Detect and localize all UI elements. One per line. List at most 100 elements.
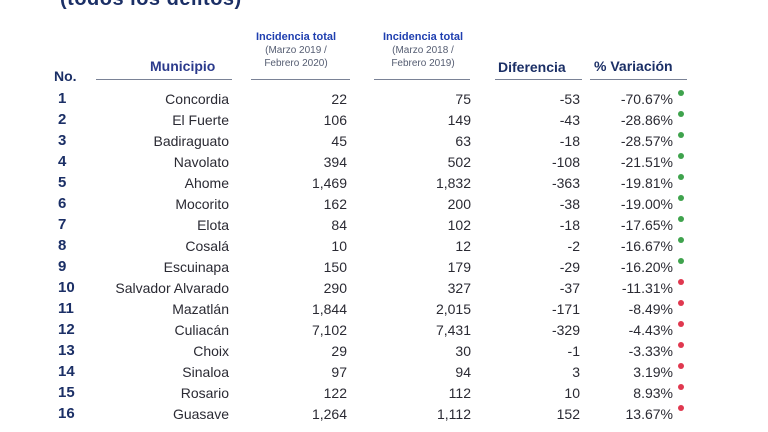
incidencia-actual: 162 xyxy=(323,196,347,212)
incidencia-anterior: 63 xyxy=(455,133,471,149)
diferencia-value: -37 xyxy=(559,280,580,296)
table-row: 7 Elota 84 102 -18 -17.65% xyxy=(0,216,768,237)
header-incidencia-2019-2020: Incidencia total (Marzo 2019 / Febrero 2… xyxy=(250,31,342,70)
variacion-value: -8.49% xyxy=(628,301,673,317)
incidencia-actual: 22 xyxy=(331,91,347,107)
header-divider xyxy=(590,79,687,80)
diferencia-value: -171 xyxy=(551,301,580,317)
variacion-value: -28.57% xyxy=(620,133,673,149)
table-row: 15 Rosario 122 112 10 8.93% xyxy=(0,384,768,405)
page-title: (todos los delitos) xyxy=(60,0,242,11)
variacion-value: -3.33% xyxy=(628,343,673,359)
row-number: 15 xyxy=(58,384,75,401)
table-row: 5 Ahome 1,469 1,832 -363 -19.81% xyxy=(0,174,768,195)
incidencia-anterior: 7,431 xyxy=(435,322,471,338)
diferencia-value: -53 xyxy=(559,91,580,107)
diferencia-value: -1 xyxy=(567,343,580,359)
header-divider xyxy=(251,79,350,80)
incidencia-actual: 84 xyxy=(331,217,347,233)
row-number: 3 xyxy=(58,132,67,149)
variacion-value: 8.93% xyxy=(633,385,673,401)
incidencia-anterior: 12 xyxy=(455,238,471,254)
row-number: 8 xyxy=(58,237,67,254)
header-divider xyxy=(96,79,232,80)
municipio-name: Badiraguato xyxy=(153,133,229,149)
status-dot-icon xyxy=(678,132,684,138)
diferencia-value: -108 xyxy=(551,154,580,170)
variacion-value: 3.19% xyxy=(633,364,673,380)
row-number: 11 xyxy=(58,300,74,317)
municipio-name: Ahome xyxy=(184,175,229,191)
incidencia-anterior: 112 xyxy=(448,385,471,401)
incidencia-actual: 1,844 xyxy=(311,301,347,317)
row-number: 9 xyxy=(58,258,67,275)
row-number: 2 xyxy=(58,111,67,128)
municipio-name: Salvador Alvarado xyxy=(115,280,229,296)
row-number: 14 xyxy=(58,363,75,380)
diferencia-value: -18 xyxy=(559,133,580,149)
incidencia-actual: 150 xyxy=(323,259,347,275)
incidencia-actual: 29 xyxy=(331,343,347,359)
incidencia-actual: 106 xyxy=(323,112,347,128)
status-dot-icon xyxy=(678,363,684,369)
diferencia-value: 152 xyxy=(556,406,580,422)
variacion-value: -70.67% xyxy=(620,91,673,107)
row-number: 5 xyxy=(58,174,67,191)
diferencia-value: -29 xyxy=(559,259,580,275)
diferencia-value: -18 xyxy=(559,217,580,233)
status-dot-icon xyxy=(678,342,684,348)
table-row: 11 Mazatlán 1,844 2,015 -171 -8.49% xyxy=(0,300,768,321)
table-row: 14 Sinaloa 97 94 3 3.19% xyxy=(0,363,768,384)
header-title: Incidencia total xyxy=(255,31,337,43)
table-row: 3 Badiraguato 45 63 -18 -28.57% xyxy=(0,132,768,153)
incidencia-anterior: 200 xyxy=(447,196,471,212)
table-row: 10 Salvador Alvarado 290 327 -37 -11.31% xyxy=(0,279,768,300)
status-dot-icon xyxy=(678,174,684,180)
table-row: 16 Guasave 1,264 1,112 152 13.67% xyxy=(0,405,768,426)
incidencia-anterior: 179 xyxy=(447,259,471,275)
incidencia-anterior: 75 xyxy=(455,91,471,107)
incidencia-actual: 122 xyxy=(323,385,347,401)
row-number: 6 xyxy=(58,195,67,212)
status-dot-icon xyxy=(678,258,684,264)
municipio-name: Mazatlán xyxy=(172,301,229,317)
variacion-value: -11.31% xyxy=(621,280,673,296)
incidencia-actual: 7,102 xyxy=(311,322,347,338)
diferencia-value: -43 xyxy=(559,112,580,128)
header-variacion: % Variación xyxy=(594,58,673,74)
variacion-value: -19.81% xyxy=(620,175,673,191)
incidencia-actual: 1,264 xyxy=(311,406,347,422)
status-dot-icon xyxy=(678,237,684,243)
diferencia-value: 10 xyxy=(564,385,580,401)
variacion-value: 13.67% xyxy=(625,406,673,422)
header-divider xyxy=(495,79,582,80)
variacion-value: -16.67% xyxy=(620,238,673,254)
row-number: 16 xyxy=(58,405,75,422)
municipio-name: Sinaloa xyxy=(182,364,229,380)
header-subtitle: Febrero 2019) xyxy=(391,58,455,69)
status-dot-icon xyxy=(678,195,684,201)
status-dot-icon xyxy=(678,300,684,306)
incidencia-anterior: 2,015 xyxy=(435,301,471,317)
municipio-name: Cosalá xyxy=(185,238,229,254)
header-title: Incidencia total xyxy=(382,31,464,43)
variacion-value: -21.51% xyxy=(620,154,673,170)
municipio-name: Mocorito xyxy=(175,196,229,212)
variacion-value: -17.65% xyxy=(620,217,673,233)
diferencia-value: 3 xyxy=(572,364,580,380)
status-dot-icon xyxy=(678,216,684,222)
municipio-name: Choix xyxy=(193,343,229,359)
incidencia-anterior: 94 xyxy=(455,364,471,380)
municipio-name: Navolato xyxy=(173,154,229,170)
table-row: 6 Mocorito 162 200 -38 -19.00% xyxy=(0,195,768,216)
row-number: 7 xyxy=(58,216,67,233)
header-diferencia: Diferencia xyxy=(498,59,566,75)
municipio-name: Escuinapa xyxy=(163,259,229,275)
incidencia-anterior: 327 xyxy=(447,280,471,296)
table-row: 9 Escuinapa 150 179 -29 -16.20% xyxy=(0,258,768,279)
variacion-value: -4.43% xyxy=(628,322,673,338)
header-divider xyxy=(374,79,470,80)
header-incidencia-2018-2019: Incidencia total (Marzo 2018 / Febrero 2… xyxy=(374,31,472,70)
table-row: 8 Cosalá 10 12 -2 -16.67% xyxy=(0,237,768,258)
status-dot-icon xyxy=(678,90,684,96)
